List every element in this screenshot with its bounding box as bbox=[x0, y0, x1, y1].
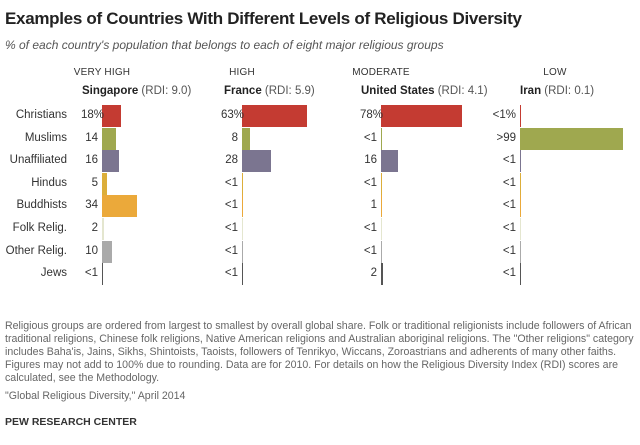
category-label: Christians bbox=[15, 109, 67, 121]
country-name: Singapore bbox=[82, 85, 139, 97]
category-label: Other Relig. bbox=[5, 244, 67, 257]
bar-buddhists bbox=[381, 195, 383, 218]
diversity-level: VERY HIGH bbox=[73, 67, 131, 78]
bar-christians bbox=[102, 105, 121, 127]
bar-unaffiliated bbox=[102, 150, 119, 173]
value-label: 63% bbox=[220, 109, 244, 121]
diversity-level: LOW bbox=[543, 67, 567, 78]
bar-unaffiliated bbox=[520, 150, 522, 173]
bar-unaffiliated bbox=[242, 150, 271, 173]
bar-jews bbox=[381, 263, 384, 286]
category-label: Hindus bbox=[31, 176, 67, 189]
value-label: 78% bbox=[359, 109, 383, 121]
value-label: 34 bbox=[85, 199, 98, 212]
value-label: <1 bbox=[502, 267, 516, 280]
source: "Global Religious Diversity," April 2014 bbox=[5, 390, 186, 402]
bar-christians bbox=[381, 105, 462, 127]
value-label: 1 bbox=[370, 199, 377, 212]
category-label: Jews bbox=[40, 267, 67, 280]
bar-muslims bbox=[102, 127, 117, 150]
country-name: Iran bbox=[520, 85, 542, 97]
value-label: <1% bbox=[492, 109, 516, 121]
category-label: Buddhists bbox=[16, 199, 67, 212]
bar-jews bbox=[102, 263, 104, 286]
value-label: 18% bbox=[80, 109, 104, 121]
bar-christians bbox=[242, 105, 308, 127]
rdi-score: (RDI: 5.9) bbox=[261, 85, 315, 97]
value-label: <1 bbox=[363, 176, 377, 189]
footnote: Religious groups are ordered from larges… bbox=[5, 320, 634, 384]
country-header: United States (RDI: 4.1) bbox=[361, 85, 488, 97]
country-header: France (RDI: 5.9) bbox=[224, 85, 315, 97]
value-label: <1 bbox=[224, 267, 238, 280]
value-label: 5 bbox=[91, 176, 98, 189]
bar-muslims bbox=[381, 127, 383, 150]
value-label: >99 bbox=[496, 131, 516, 144]
country-header: Iran (RDI: 0.1) bbox=[520, 85, 594, 97]
value-label: 8 bbox=[231, 131, 238, 144]
value-label: <1 bbox=[502, 176, 516, 189]
pew-logo: PEW RESEARCH CENTER bbox=[5, 416, 137, 428]
bar-buddhists bbox=[102, 195, 138, 218]
bar-jews bbox=[242, 263, 244, 286]
bar-hindus bbox=[242, 172, 244, 195]
bar-other-relig bbox=[520, 240, 522, 263]
bar-hindus bbox=[102, 172, 108, 195]
category-label: Muslims bbox=[24, 131, 67, 144]
bar-hindus bbox=[520, 172, 522, 195]
value-label: <1 bbox=[502, 244, 516, 257]
bar-other-relig bbox=[381, 240, 383, 263]
country-header: Singapore (RDI: 9.0) bbox=[82, 85, 191, 97]
bar-christians bbox=[520, 105, 522, 127]
value-label: <1 bbox=[224, 176, 238, 189]
value-label: <1 bbox=[84, 267, 98, 280]
bar-buddhists bbox=[520, 195, 522, 218]
bar-folk-relig bbox=[381, 218, 383, 240]
value-label: <1 bbox=[502, 222, 516, 234]
category-label: Unaffiliated bbox=[9, 154, 67, 167]
value-label: <1 bbox=[363, 131, 377, 144]
value-label: 28 bbox=[225, 154, 238, 167]
value-label: 2 bbox=[91, 222, 98, 234]
value-label: 2 bbox=[370, 267, 377, 280]
bar-folk-relig bbox=[520, 218, 522, 240]
country-name: France bbox=[224, 85, 262, 97]
country-name: United States bbox=[361, 85, 435, 97]
bar-muslims bbox=[242, 127, 251, 150]
value-label: 14 bbox=[85, 131, 98, 144]
diversity-level: HIGH bbox=[229, 67, 255, 78]
value-label: 16 bbox=[364, 154, 377, 167]
bar-unaffiliated bbox=[381, 150, 398, 173]
bar-hindus bbox=[381, 172, 383, 195]
value-label: 10 bbox=[85, 244, 98, 257]
diversity-level: MODERATE bbox=[352, 67, 410, 78]
bar-other-relig bbox=[242, 240, 244, 263]
value-label: <1 bbox=[224, 222, 238, 234]
rdi-score: (RDI: 4.1) bbox=[434, 85, 488, 97]
bar-muslims bbox=[520, 127, 623, 150]
bar-folk-relig bbox=[102, 218, 105, 240]
bar-folk-relig bbox=[242, 218, 244, 240]
bar-jews bbox=[520, 263, 522, 286]
chart-title: Examples of Countries With Different Lev… bbox=[5, 9, 522, 28]
value-label: <1 bbox=[224, 199, 238, 212]
rdi-score: (RDI: 0.1) bbox=[541, 85, 595, 97]
value-label: <1 bbox=[363, 222, 377, 234]
value-label: 16 bbox=[85, 154, 98, 167]
category-label: Folk Relig. bbox=[12, 222, 67, 234]
value-label: <1 bbox=[502, 154, 516, 167]
bar-buddhists bbox=[242, 195, 244, 218]
value-label: <1 bbox=[502, 199, 516, 212]
rdi-score: (RDI: 9.0) bbox=[138, 85, 192, 97]
bar-other-relig bbox=[102, 240, 113, 263]
value-label: <1 bbox=[363, 244, 377, 257]
chart-subtitle: % of each country's population that belo… bbox=[5, 38, 444, 52]
value-label: <1 bbox=[224, 244, 238, 257]
